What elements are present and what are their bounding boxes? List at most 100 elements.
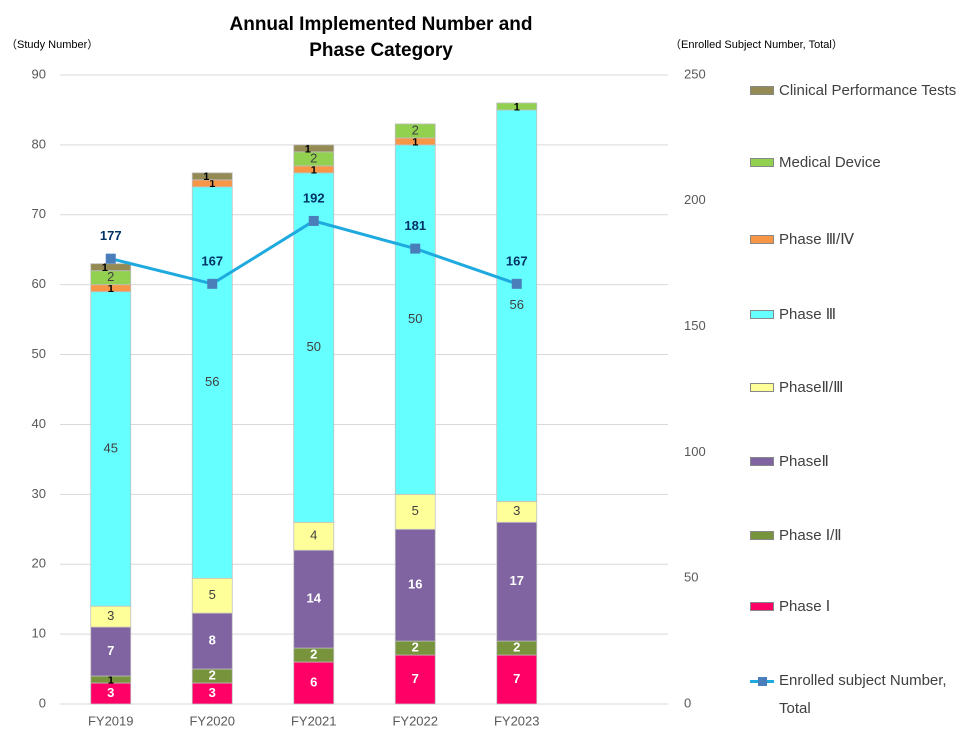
data-label: 2: [412, 640, 419, 655]
data-label: 50: [307, 339, 321, 354]
y-axis-label: （Study Number）: [6, 39, 99, 51]
chart-title: Annual Implemented Number and Phase Cate…: [229, 14, 533, 61]
x-tick-label: FY2021: [291, 713, 337, 728]
line-marker: [410, 243, 421, 254]
y-tick-label: 70: [32, 206, 46, 221]
bar-segment: [191, 186, 233, 579]
data-label: 7: [412, 671, 419, 686]
bar-segment: [293, 144, 335, 153]
data-label: 2: [310, 150, 317, 165]
data-label: 1: [203, 171, 209, 183]
y2-axis-label: （Enrolled Subject Number, Total）: [670, 39, 843, 51]
bar-segment: [90, 626, 132, 677]
line-marker: [105, 253, 116, 264]
data-label: 8: [209, 633, 216, 648]
legend-swatch: [750, 158, 774, 167]
bar-segment: [496, 102, 538, 111]
bar-segment: [394, 144, 436, 495]
y-tick-label: 90: [32, 66, 46, 81]
bar-segment: [90, 263, 132, 272]
bar-segment: [191, 612, 233, 670]
x-tick-label: FY2020: [189, 713, 235, 728]
legend-label: PhaseⅡ/Ⅲ: [779, 379, 844, 396]
line-marker: [511, 278, 522, 289]
bar-segment: [394, 493, 436, 530]
legend-label: Enrolled subject Number, Total: [779, 672, 947, 717]
legend-label: Medical Device: [779, 154, 881, 171]
bar-segment: [191, 172, 233, 181]
data-label: 1: [108, 283, 114, 295]
data-label: 4: [310, 528, 317, 543]
data-label: 1: [412, 136, 418, 148]
y2-tick-label: 150: [684, 318, 706, 333]
y2-tick-label: 250: [684, 66, 706, 81]
bar-segment: [293, 549, 335, 649]
bar-segment: [191, 577, 233, 614]
legend-label: Phase Ⅰ/Ⅱ: [779, 527, 842, 544]
y-tick-label: 10: [32, 626, 46, 641]
y-tick-label: 30: [32, 486, 46, 501]
legend-label: Phase Ⅲ: [779, 306, 837, 323]
y2-tick-label: 100: [684, 444, 706, 459]
data-label: 2: [107, 269, 114, 284]
legend-label: Phase Ⅲ/Ⅳ: [779, 231, 855, 248]
legend-swatch: [750, 531, 774, 540]
data-label: 3: [107, 608, 114, 623]
data-label: 14: [307, 591, 322, 606]
data-label: 1: [209, 178, 215, 190]
data-label: 3: [107, 685, 114, 700]
legend-swatch: [750, 677, 774, 686]
data-label: 1: [108, 674, 114, 686]
bar-segment: [496, 521, 538, 642]
bar-segment: [496, 109, 538, 502]
bar-segment: [90, 291, 132, 607]
bar-segment: [293, 661, 335, 705]
legend-label: PhaseⅡ: [779, 453, 829, 470]
x-tick-label: FY2023: [494, 713, 540, 728]
data-label: 5: [209, 587, 216, 602]
data-label: 17: [510, 573, 524, 588]
line-label: 181: [404, 218, 426, 233]
y-tick-label: 20: [32, 556, 46, 571]
data-label: 1: [514, 101, 520, 113]
data-label: 2: [513, 640, 520, 655]
data-label: 6: [310, 674, 317, 689]
bar-segment: [394, 123, 436, 139]
data-label: 5: [412, 503, 419, 518]
y2-tick-label: 200: [684, 192, 706, 207]
legend-swatch: [750, 383, 774, 392]
legend-swatch: [750, 602, 774, 611]
data-label: 16: [408, 577, 422, 592]
data-label: 50: [408, 311, 422, 326]
line-label: 167: [201, 253, 223, 268]
bar-segment: [394, 528, 436, 642]
data-label: 2: [412, 122, 419, 137]
y2-tick-label: 0: [684, 695, 691, 710]
y-tick-label: 60: [32, 276, 46, 291]
line-label: 177: [100, 228, 122, 243]
bar-segment: [496, 654, 538, 705]
data-label: 3: [513, 503, 520, 518]
data-label: 56: [510, 297, 524, 312]
data-label: 2: [310, 647, 317, 662]
y-tick-label: 40: [32, 416, 46, 431]
y-tick-label: 0: [39, 695, 46, 710]
line-marker: [207, 278, 218, 289]
data-label: 3: [209, 685, 216, 700]
data-label: 1: [311, 164, 317, 176]
legend-label: Clinical Performance Tests: [779, 82, 957, 99]
legend-swatch: [750, 310, 774, 319]
x-tick-label: FY2022: [392, 713, 438, 728]
y2-tick-label: 50: [684, 570, 698, 585]
data-label: 1: [305, 143, 311, 155]
x-tick-label: FY2019: [88, 713, 134, 728]
y-tick-label: 80: [32, 136, 46, 151]
legend-marker: [758, 677, 767, 686]
line-label: 167: [506, 253, 528, 268]
data-label: 1: [102, 262, 108, 274]
line-marker: [308, 215, 319, 226]
data-label: 7: [513, 671, 520, 686]
bar-segment: [293, 521, 335, 551]
